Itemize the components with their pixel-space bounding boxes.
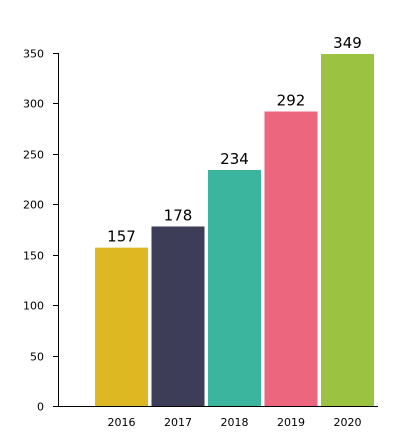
data-label-2018: 234 [220,150,249,168]
y-tick-label: 200 [23,199,44,212]
x-tick-label-2018: 2018 [221,416,249,429]
y-tick-label: 150 [23,250,44,263]
data-label-2017: 178 [164,206,193,224]
data-labels: 157 178 234 292 349 [107,34,362,246]
y-tick-label: 300 [23,98,44,111]
x-axis: 2016 2017 2018 2019 2020 [58,406,378,429]
y-tick-label: 0 [37,401,44,414]
bar-2016 [95,247,148,406]
y-tick-label: 50 [30,351,44,364]
bar-2019 [264,111,318,407]
data-label-2020: 349 [333,34,362,52]
data-label-2019: 292 [277,91,306,109]
y-axis: 0 50 100 150 200 250 300 350 [23,48,59,414]
x-tick-label-2016: 2016 [108,416,136,429]
bars [95,54,374,407]
bar-2017 [151,226,205,406]
y-tick-label: 350 [23,48,44,61]
x-tick-label-2020: 2020 [334,416,362,429]
bar-2018 [208,169,261,406]
bar-2020 [321,54,374,406]
y-tick-label: 100 [23,300,44,313]
data-label-2016: 157 [107,228,136,246]
x-tick-label-2017: 2017 [164,416,192,429]
x-tick-label-2019: 2019 [277,416,305,429]
y-tick-label: 250 [23,149,44,162]
